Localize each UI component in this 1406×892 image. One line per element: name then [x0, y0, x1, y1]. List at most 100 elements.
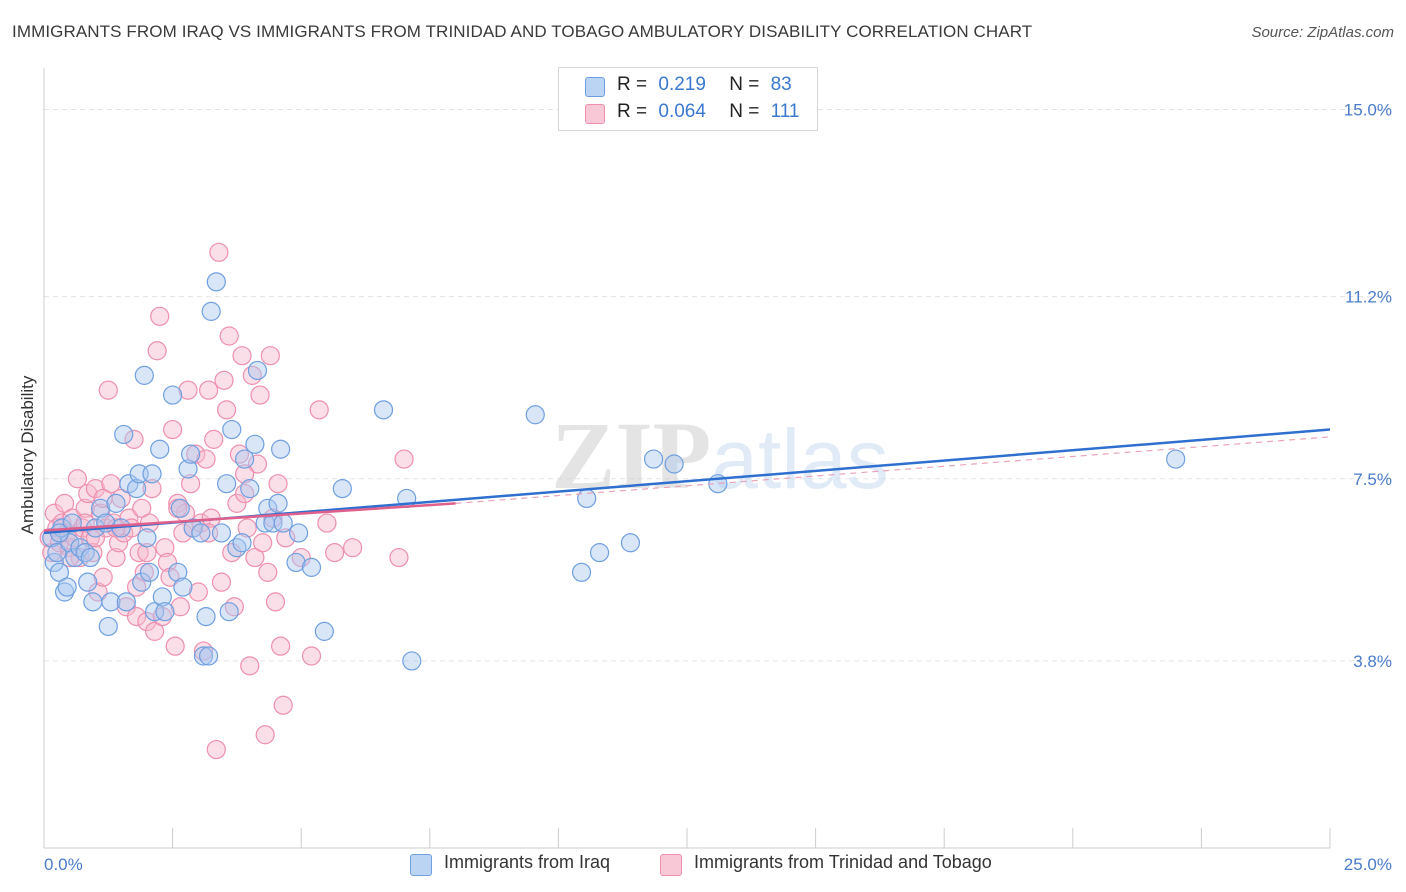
data-point-trinidad	[181, 474, 201, 494]
data-point-trinidad	[60, 547, 80, 568]
data-point-iraq	[191, 523, 211, 543]
data-point-trinidad	[93, 567, 113, 587]
data-point-trinidad	[237, 518, 257, 538]
data-point-iraq	[114, 424, 134, 445]
series-swatch-trinidad	[660, 854, 682, 876]
data-point-trinidad	[147, 341, 167, 361]
y-tick-label: 7.5%	[1353, 470, 1392, 489]
data-point-iraq	[1166, 449, 1186, 469]
legend-n-label: N =	[729, 101, 760, 122]
data-point-trinidad	[155, 538, 175, 558]
data-point-trinidad	[276, 528, 296, 548]
data-point-iraq	[571, 562, 592, 582]
data-point-iraq	[49, 562, 70, 582]
data-point-iraq	[240, 479, 260, 499]
data-point-trinidad	[88, 582, 108, 602]
data-point-iraq	[402, 651, 422, 671]
data-point-iraq	[78, 572, 98, 592]
data-point-iraq	[152, 587, 172, 607]
data-point-trinidad	[144, 621, 165, 641]
data-point-trinidad	[253, 533, 273, 553]
data-point-iraq	[268, 493, 288, 513]
data-point-iraq	[245, 434, 265, 454]
data-point-iraq	[170, 498, 190, 518]
data-point-trinidad	[204, 429, 224, 449]
data-point-trinidad	[232, 346, 252, 366]
data-point-iraq	[83, 592, 103, 612]
data-point-iraq	[314, 621, 334, 641]
data-point-iraq	[168, 562, 188, 582]
data-point-trinidad	[199, 380, 219, 400]
data-point-trinidad	[67, 469, 88, 489]
series-swatch-iraq	[410, 854, 432, 876]
data-point-trinidad	[273, 695, 293, 715]
data-point-iraq	[178, 459, 198, 479]
data-point-trinidad	[250, 385, 270, 405]
series-trinidad-points	[39, 242, 414, 760]
data-point-iraq	[181, 444, 201, 464]
data-point-trinidad	[394, 449, 414, 469]
data-point-iraq	[525, 405, 545, 425]
data-point-trinidad	[157, 552, 178, 573]
trend-line-trinidad-extension	[455, 436, 1331, 504]
data-point-trinidad	[206, 739, 226, 760]
data-point-iraq	[116, 592, 136, 612]
data-point-trinidad	[60, 538, 80, 558]
data-point-iraq	[137, 528, 157, 548]
data-point-iraq	[98, 616, 118, 637]
legend-swatch-trinidad	[585, 104, 605, 124]
data-point-iraq	[219, 602, 239, 622]
data-point-iraq	[132, 572, 152, 592]
legend-n-value-trinidad: 111	[770, 101, 800, 122]
data-point-trinidad	[98, 380, 118, 400]
axes	[43, 68, 1331, 849]
series-legend: Immigrants from Iraq Immigrants from Tri…	[0, 851, 1406, 879]
data-point-trinidad	[301, 646, 322, 666]
data-point-trinidad	[219, 326, 239, 346]
data-point-iraq	[222, 419, 242, 440]
data-point-iraq	[211, 523, 232, 543]
data-point-iraq	[273, 513, 293, 533]
data-point-trinidad	[142, 479, 162, 499]
source-credit: Source: ZipAtlas.com	[1251, 24, 1394, 41]
data-point-trinidad	[150, 306, 170, 326]
chart-title: IMMIGRANTS FROM IRAQ VS IMMIGRANTS FROM …	[12, 22, 1033, 41]
trend-lines	[43, 428, 1331, 535]
gridlines	[44, 109, 1392, 662]
correlation-legend: R = 0.219 N = 83 R = 0.064 N = 111	[558, 67, 818, 131]
data-point-iraq	[47, 543, 67, 563]
data-point-trinidad	[108, 533, 129, 553]
data-point-trinidad	[196, 449, 216, 469]
data-point-trinidad	[75, 498, 95, 518]
data-point-iraq	[206, 272, 226, 292]
data-point-trinidad	[258, 562, 278, 582]
data-point-iraq	[142, 464, 162, 484]
data-point-trinidad	[54, 493, 75, 513]
data-point-iraq	[65, 547, 85, 568]
data-point-iraq	[235, 449, 255, 469]
data-point-trinidad	[165, 636, 185, 656]
data-point-trinidad	[83, 543, 103, 563]
data-point-trinidad	[44, 503, 64, 523]
data-point-iraq	[373, 400, 394, 420]
data-point-iraq	[199, 646, 219, 666]
data-point-iraq	[139, 562, 160, 582]
data-point-iraq	[643, 449, 664, 469]
legend-n-value-iraq: 83	[770, 74, 792, 95]
legend-r-value-trinidad: 0.064	[658, 101, 706, 122]
data-point-iraq	[57, 577, 77, 597]
data-point-iraq	[286, 552, 306, 573]
data-point-iraq	[589, 543, 610, 563]
legend-r-label: R =	[617, 101, 648, 122]
data-point-trinidad	[255, 725, 275, 745]
data-point-iraq	[193, 646, 214, 666]
data-point-iraq	[577, 488, 597, 509]
y-tick-label: 3.8%	[1353, 652, 1392, 671]
data-point-iraq	[106, 493, 126, 513]
data-point-trinidad	[178, 380, 198, 400]
legend-swatch-iraq	[585, 77, 605, 97]
data-point-trinidad	[268, 474, 288, 494]
data-point-trinidad	[62, 508, 82, 528]
y-tick-label: 15.0%	[1344, 101, 1392, 120]
data-point-trinidad	[209, 242, 229, 262]
